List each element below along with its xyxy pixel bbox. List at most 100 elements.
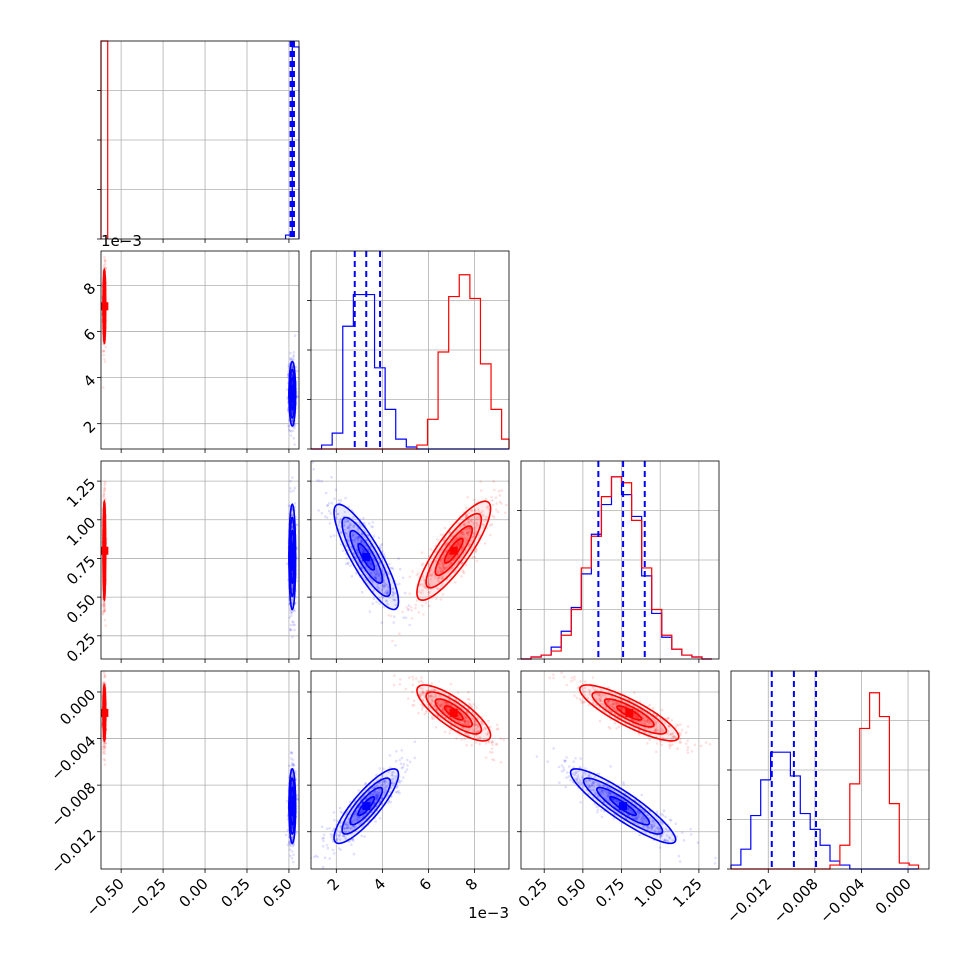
sample-point [474,549,478,552]
sample-point [474,720,478,724]
sample-point [475,723,479,727]
sample-point [423,584,427,588]
sample-point [462,523,465,527]
sample-point [289,750,293,754]
sample-point [288,616,291,619]
sample-point [394,644,397,647]
sample-point [362,550,365,554]
sample-point [439,567,443,571]
sample-point [103,258,107,261]
sample-point [486,505,490,508]
sample-point [291,419,294,422]
sample-point [456,541,460,544]
sample-point [473,719,476,723]
sample-point [430,698,434,701]
sample-point [373,575,377,578]
sample-point [484,727,488,731]
sample-point [350,843,353,846]
sample-point [460,535,463,539]
sample-point [382,586,386,590]
sample-point [439,704,443,708]
sample-point [487,508,491,511]
sample-point [349,545,353,549]
sample-point [489,725,492,729]
sample-point [453,538,457,542]
sample-point [360,540,363,543]
sample-point [452,558,456,562]
sample-point [401,610,404,614]
sample-point [490,495,493,499]
sample-point [423,712,427,716]
sample-point [482,519,486,522]
sample-point [448,731,452,735]
sample-point [470,704,473,707]
sample-point [104,259,107,263]
sample-point [464,513,468,516]
sample-point [478,737,482,740]
sample-point [103,681,106,684]
sample-point [392,621,396,624]
sample-point [420,708,424,712]
sample-point [419,694,422,697]
sample-point [102,353,105,357]
sample-point [101,597,104,600]
sample-point [417,680,421,683]
sample-point [352,533,355,536]
sample-point [377,586,381,590]
sample-point [348,525,351,529]
sample-point [386,592,389,595]
sample-point [465,743,469,747]
sample-point [102,349,105,353]
sample-point [434,693,437,697]
sample-point [428,584,432,588]
sample-point [293,609,296,613]
sample-point [103,674,107,677]
sample-point [103,745,107,749]
sample-point [381,596,385,599]
sample-point [488,533,492,537]
panel-3-3 [727,670,930,870]
sample-point [444,550,448,554]
sample-point [352,515,355,519]
sample-point [102,604,106,608]
sample-point [428,573,431,577]
sample-point [405,768,409,771]
sample-point [408,592,412,595]
sample-point [446,554,450,558]
sample-point [295,831,298,834]
sample-point [383,779,387,783]
sample-point [288,841,291,845]
sample-point [355,536,359,539]
sample-point [468,702,471,705]
sample-point [359,539,363,542]
sample-point [466,712,470,715]
sample-point [421,691,424,694]
sample-point [436,576,440,580]
sample-point [289,628,293,632]
panel-frame [100,670,300,870]
sample-point [374,793,378,797]
sample-point [473,498,476,502]
panel-content [101,668,299,864]
sample-point [464,714,467,718]
sample-point [498,500,502,504]
sample-point [472,522,476,525]
sample-point [475,559,479,563]
sample-point [327,502,331,505]
sample-point [465,719,469,723]
sample-point [377,574,381,577]
sample-point [392,592,396,595]
sample-point [289,757,293,760]
sample-point [102,494,105,498]
sample-point [380,621,384,624]
sample-point [439,598,443,601]
sample-point [363,522,366,525]
sample-point [102,386,105,389]
sample-point [296,369,299,373]
sample-point [291,374,294,378]
sample-point [410,617,414,620]
sample-point [401,668,404,671]
sample-point [103,668,106,671]
sample-point [104,266,108,270]
sample-point [289,434,293,437]
